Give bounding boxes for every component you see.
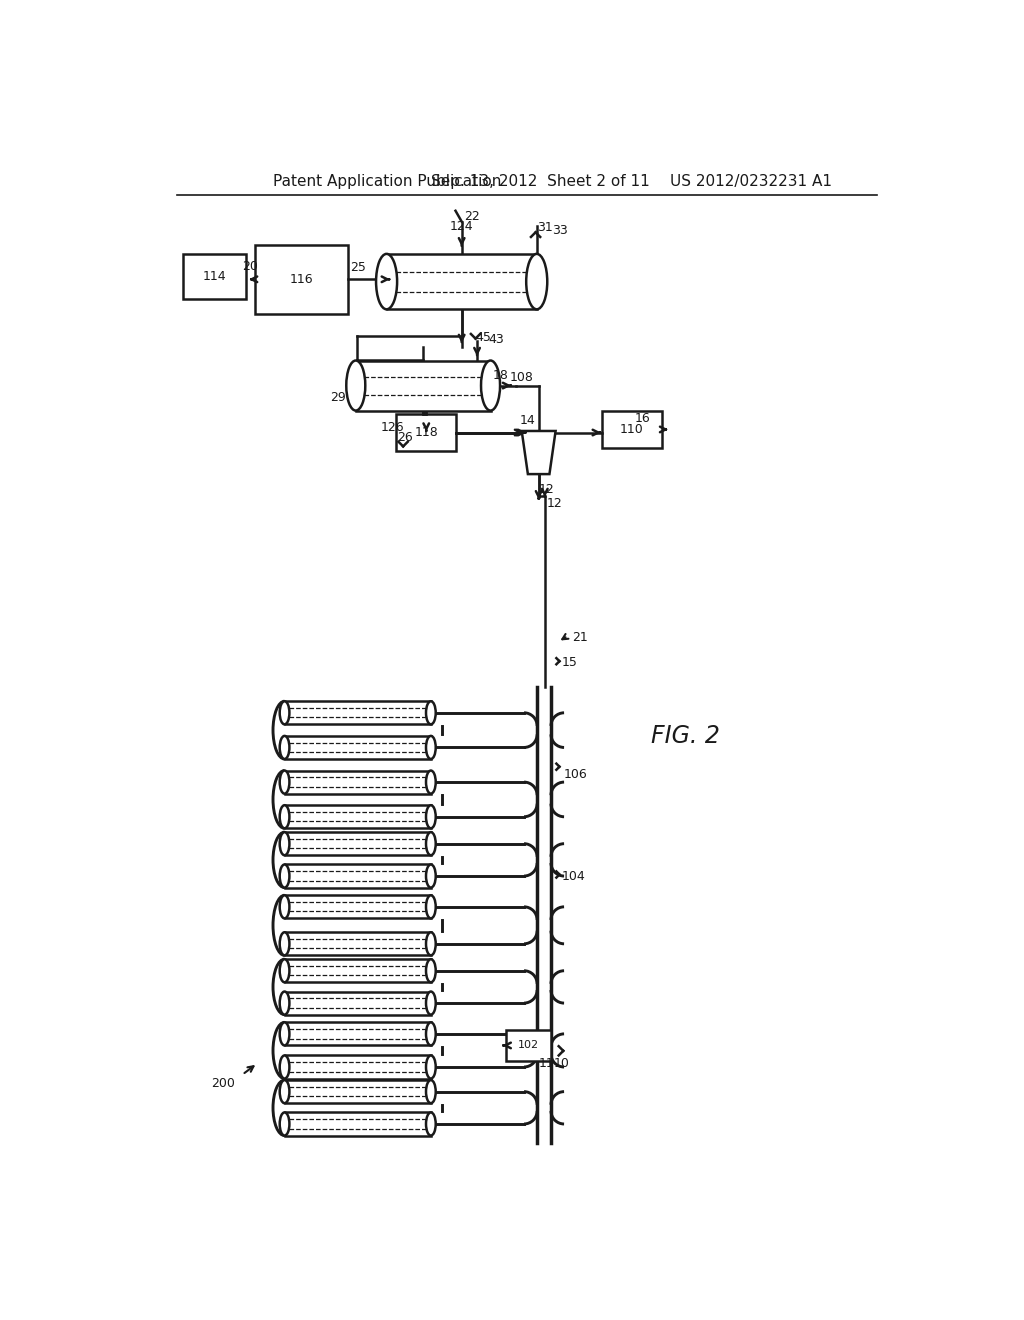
Text: 12: 12	[539, 483, 554, 496]
Ellipse shape	[280, 991, 290, 1015]
Bar	[355, 360, 490, 411]
Bar	[285, 932, 431, 956]
Bar	[285, 960, 431, 982]
Text: 45: 45	[475, 331, 492, 345]
Ellipse shape	[280, 1022, 290, 1045]
Ellipse shape	[280, 1080, 290, 1104]
Text: FIG. 2: FIG. 2	[650, 723, 720, 748]
Text: 31: 31	[537, 222, 553, 234]
Ellipse shape	[426, 1056, 435, 1078]
Bar	[285, 832, 431, 855]
Text: 25: 25	[350, 261, 366, 275]
Ellipse shape	[280, 737, 290, 759]
Text: 114: 114	[203, 269, 226, 282]
Ellipse shape	[280, 1113, 290, 1135]
Ellipse shape	[426, 737, 435, 759]
Ellipse shape	[426, 771, 435, 793]
Text: 110: 110	[620, 422, 644, 436]
Text: 124: 124	[450, 219, 473, 232]
Bar	[255, 244, 348, 314]
Text: 10: 10	[554, 1056, 569, 1069]
Text: 22: 22	[464, 210, 479, 223]
Ellipse shape	[426, 1080, 435, 1104]
Ellipse shape	[280, 771, 290, 793]
Text: 200: 200	[211, 1077, 234, 1090]
Ellipse shape	[280, 832, 290, 855]
Text: 11: 11	[539, 1056, 554, 1069]
Bar	[285, 1080, 431, 1104]
Text: 108: 108	[510, 371, 534, 384]
Bar	[285, 737, 431, 759]
Bar	[285, 1056, 431, 1078]
Ellipse shape	[280, 960, 290, 982]
Bar	[396, 414, 457, 451]
Text: 18: 18	[493, 370, 508, 381]
Text: 20: 20	[242, 260, 258, 273]
Bar	[285, 991, 431, 1015]
Ellipse shape	[280, 895, 290, 919]
Ellipse shape	[426, 865, 435, 887]
Text: 15: 15	[562, 656, 578, 669]
Bar	[506, 1030, 551, 1061]
Ellipse shape	[426, 701, 435, 725]
Text: Sep. 13, 2012  Sheet 2 of 11: Sep. 13, 2012 Sheet 2 of 11	[431, 174, 649, 189]
Ellipse shape	[426, 1022, 435, 1045]
Bar	[183, 253, 246, 298]
Bar	[387, 253, 537, 309]
Bar	[285, 771, 431, 793]
Bar	[285, 865, 431, 887]
Text: 14: 14	[520, 413, 536, 426]
Ellipse shape	[346, 360, 366, 411]
Text: 106: 106	[563, 768, 587, 781]
Text: 26: 26	[397, 432, 413, 445]
Ellipse shape	[280, 932, 290, 956]
Bar	[285, 1113, 431, 1135]
Ellipse shape	[426, 832, 435, 855]
Text: 102: 102	[518, 1040, 540, 1051]
Ellipse shape	[426, 960, 435, 982]
Ellipse shape	[280, 865, 290, 887]
Text: 29: 29	[331, 391, 346, 404]
Text: 116: 116	[290, 273, 313, 286]
Text: 126: 126	[381, 421, 404, 434]
Ellipse shape	[481, 360, 500, 411]
Ellipse shape	[280, 1056, 290, 1078]
Ellipse shape	[426, 895, 435, 919]
Bar	[602, 411, 662, 447]
Text: Patent Application Publication: Patent Application Publication	[273, 174, 502, 189]
Text: 21: 21	[572, 631, 589, 644]
Ellipse shape	[426, 1113, 435, 1135]
Text: US 2012/0232231 A1: US 2012/0232231 A1	[670, 174, 831, 189]
Ellipse shape	[526, 253, 547, 309]
Bar	[285, 805, 431, 829]
Ellipse shape	[280, 701, 290, 725]
Ellipse shape	[280, 805, 290, 829]
Bar	[285, 895, 431, 919]
Polygon shape	[521, 430, 556, 474]
Text: 118: 118	[415, 426, 438, 440]
Bar	[285, 701, 431, 725]
Ellipse shape	[426, 932, 435, 956]
Text: 104: 104	[562, 870, 586, 883]
Text: 16: 16	[635, 412, 650, 425]
Bar	[285, 1022, 431, 1045]
Ellipse shape	[376, 253, 397, 309]
Ellipse shape	[426, 991, 435, 1015]
Ellipse shape	[426, 805, 435, 829]
Text: 33: 33	[552, 224, 568, 238]
Text: 12: 12	[546, 496, 562, 510]
Text: 43: 43	[488, 333, 504, 346]
